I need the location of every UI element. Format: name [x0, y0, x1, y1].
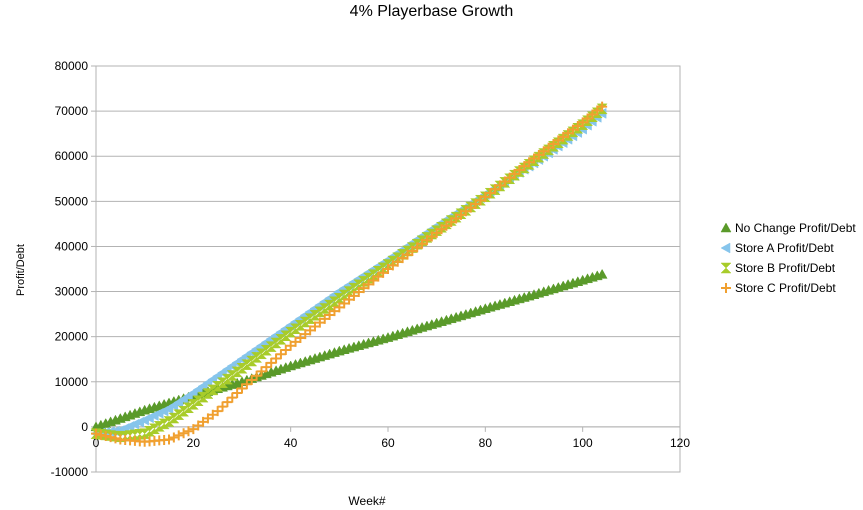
series-2-point: [221, 373, 234, 385]
x-tick-label: 60: [381, 436, 395, 450]
series-3-point: [164, 434, 174, 445]
series-2-point: [216, 377, 229, 388]
series-3-point: [597, 101, 608, 112]
series-2-point: [187, 399, 199, 410]
series-3-point: [91, 428, 101, 439]
y-tick-label: 50000: [55, 194, 89, 208]
series-2-point: [265, 341, 277, 352]
series-2-point: [236, 362, 248, 374]
legend-item: Store C Profit/Debt: [720, 278, 856, 298]
series-2-point: [246, 355, 258, 367]
x-tick-label: 80: [479, 436, 493, 450]
series-3-point: [227, 392, 238, 403]
series-2-point: [275, 334, 287, 345]
x-tick-label: 120: [670, 436, 690, 450]
series-2-point: [280, 330, 292, 342]
series-2-point: [255, 348, 268, 360]
y-tick-label: 60000: [55, 149, 89, 163]
series-2-point: [241, 359, 253, 370]
series-2-point: [192, 395, 204, 406]
x-tick-label: 0: [93, 436, 100, 450]
series-3-point: [95, 429, 106, 440]
x-tick-label: 40: [284, 436, 298, 450]
series-3-point: [178, 428, 189, 439]
y-tick-label: -10000: [51, 465, 89, 479]
series-2-point: [226, 370, 238, 381]
series-3-point: [100, 431, 111, 442]
y-tick-label: 0: [81, 420, 88, 434]
y-tick-label: 40000: [55, 239, 89, 253]
series-2-point: [270, 337, 282, 349]
plot-frame: [95, 65, 681, 473]
y-tick-label: 80000: [55, 59, 89, 73]
x-axis-label: Week#: [348, 494, 386, 508]
legend-marker-icon: [720, 222, 732, 233]
series-2-point: [231, 366, 243, 378]
y-tick-label: 20000: [55, 330, 89, 344]
series-2-point: [207, 384, 219, 396]
series-0-point: [596, 268, 608, 279]
legend-item: No Change Profit/Debt: [720, 218, 856, 238]
series-2-point: [197, 391, 209, 403]
legend-label: No Change Profit/Debt: [735, 221, 856, 235]
y-tick-label: 10000: [55, 375, 89, 389]
x-tick-label: 20: [187, 436, 201, 450]
y-tick-label: 30000: [55, 285, 89, 299]
series-3-point: [110, 433, 121, 444]
legend-marker-icon: [721, 283, 731, 293]
legend-label: Store A Profit/Debt: [735, 241, 834, 255]
series-3-point: [232, 388, 243, 399]
legend-marker-icon: [720, 242, 731, 254]
series-3-point: [222, 397, 233, 408]
series-3-point: [183, 426, 194, 437]
series-3-point: [168, 432, 179, 443]
series-3-point: [212, 406, 223, 417]
series-3-point: [105, 432, 116, 443]
chart-title: 4% Playerbase Growth: [349, 3, 514, 20]
series-2-point: [260, 344, 272, 356]
series-2-point: [250, 352, 263, 363]
series-3-point: [173, 430, 184, 441]
legend-item: Store A Profit/Debt: [720, 238, 856, 258]
series-3-point: [217, 401, 228, 412]
legend-label: Store C Profit/Debt: [735, 281, 836, 295]
y-tick-label: 70000: [55, 104, 89, 118]
legend-label: Store B Profit/Debt: [735, 261, 836, 275]
legend-marker-icon: [720, 262, 732, 274]
x-tick-label: 100: [573, 436, 593, 450]
series-2-point: [212, 381, 224, 392]
series-2-point: [202, 388, 214, 399]
legend: No Change Profit/Debt Store A Profit/Debt…: [720, 218, 856, 298]
legend-item: Store B Profit/Debt: [720, 258, 856, 278]
